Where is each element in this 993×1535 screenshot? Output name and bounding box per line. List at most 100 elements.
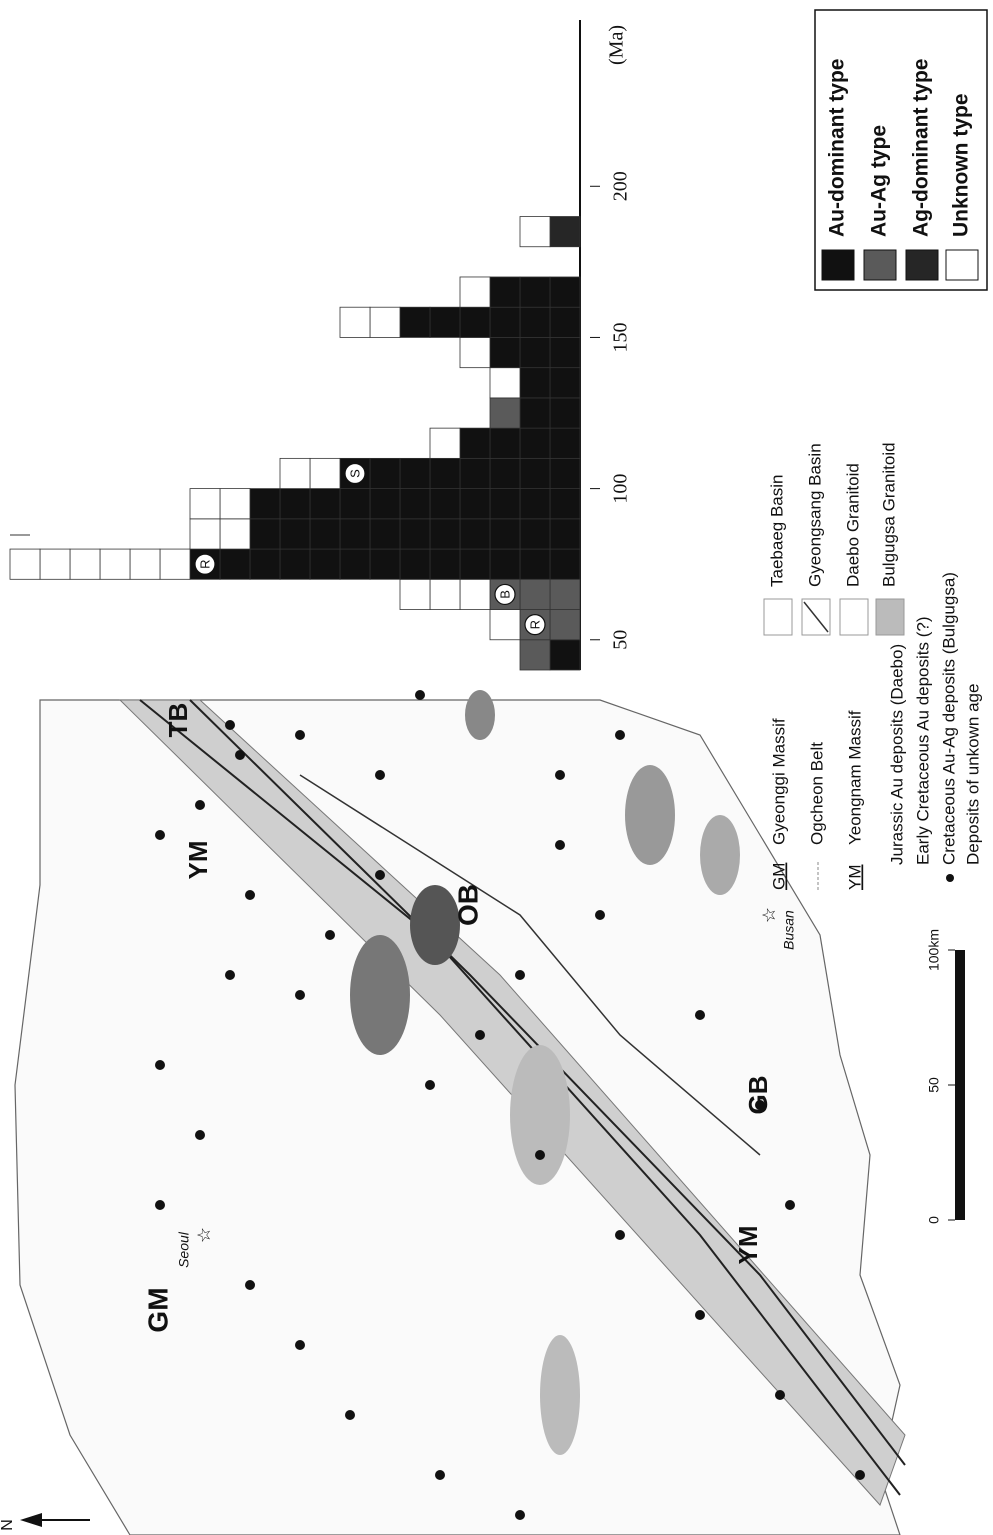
histogram-square: [519, 276, 551, 308]
histogram-square: [519, 367, 551, 399]
deposit-dot: [155, 1060, 165, 1070]
rock-hatch: [803, 601, 829, 633]
histogram-square: [459, 578, 491, 610]
deposit-dot: [775, 1390, 785, 1400]
histogram-square: [429, 427, 461, 459]
histogram-square: [339, 518, 371, 550]
unit-name: Gyeonggi Massif: [769, 718, 788, 845]
deposit-dot: [475, 1030, 485, 1040]
deposit-bullet: [946, 874, 954, 882]
histogram-square: [129, 548, 161, 580]
histogram-square: [549, 276, 581, 308]
histogram-square: [549, 488, 581, 520]
histogram-square: [549, 306, 581, 338]
deposit-dot: [155, 830, 165, 840]
scale-label: 50: [926, 1077, 942, 1093]
histogram-square: [489, 306, 521, 338]
histogram-square: [489, 337, 521, 369]
histogram-square: [489, 548, 521, 580]
map-label: OB: [452, 884, 483, 926]
map-label: GM: [142, 1287, 173, 1332]
legend-swatch: [863, 249, 897, 281]
x-tick-label: 100: [610, 474, 632, 504]
fault: [299, 774, 761, 1156]
legend-swatch: [945, 249, 979, 281]
deposit-dot: [225, 720, 235, 730]
histogram-square: [219, 488, 251, 520]
unit-name: Ogcheon Belt: [807, 742, 826, 845]
deposit-dot: [515, 970, 525, 980]
land-outline: [14, 699, 901, 1535]
deposit-dot: [325, 930, 335, 940]
histogram-square: [519, 639, 551, 671]
granitoid: [510, 1045, 570, 1185]
marker-circle: [524, 614, 546, 636]
histogram-square: [519, 457, 551, 490]
map-label: GB: [743, 1076, 773, 1115]
deposit-dot: [345, 1410, 355, 1420]
histogram-square: [519, 337, 551, 369]
rock-swatch: [875, 598, 905, 636]
deposit-dot: [375, 870, 385, 880]
histogram-square: [429, 488, 461, 520]
histogram-square: [399, 548, 431, 580]
rock-swatch: [763, 598, 793, 636]
histogram-square: [489, 488, 521, 520]
histogram-square: [429, 548, 461, 580]
histogram-square: [519, 518, 551, 550]
deposit-dot: [155, 1200, 165, 1210]
deposit-dot: [295, 990, 305, 1000]
legend-label: Au-Ag type: [868, 125, 891, 237]
histogram-square: [399, 518, 431, 550]
x-tick-label: 50: [610, 630, 632, 650]
histogram-square: [459, 548, 491, 580]
scale-label: 100km: [926, 929, 942, 971]
legend-label: Ag-dominant type: [910, 59, 933, 238]
map-label: YM: [183, 841, 213, 880]
granitoid: [465, 690, 495, 740]
deposit-dot: [555, 840, 565, 850]
rock-swatch: [839, 598, 869, 636]
map-label: Seoul: [176, 1231, 192, 1268]
histogram-square: [249, 488, 281, 520]
histogram-square: [249, 518, 281, 550]
histogram-square: [489, 397, 521, 429]
north-arrowhead: [20, 1513, 42, 1527]
deposit-dot: [695, 1010, 705, 1020]
histogram-square: [549, 367, 581, 399]
deposit-dot: [855, 1470, 865, 1480]
legend-swatch: [905, 249, 939, 281]
histogram-square: [249, 548, 281, 580]
histogram-square: [279, 548, 311, 580]
scale-label: 0: [926, 1216, 942, 1224]
granitoid: [625, 765, 675, 865]
map-label: Busan: [781, 910, 797, 950]
histogram-square: [549, 639, 581, 671]
unit-code: GM: [769, 863, 788, 890]
legend-box: [814, 9, 988, 291]
map-label: TB: [163, 703, 193, 738]
histogram-square: [9, 548, 41, 580]
histogram-square: [489, 457, 521, 490]
marker-label: R: [527, 620, 542, 629]
histogram-square: [279, 488, 311, 520]
histogram-square: [99, 548, 131, 580]
histogram-square: [519, 306, 551, 338]
deposit-dot: [245, 1280, 255, 1290]
deposit-dot: [375, 770, 385, 780]
histogram-square: [309, 488, 341, 520]
deposit-dot: [295, 730, 305, 740]
histogram-square: [429, 457, 461, 490]
deposit-dot: [245, 890, 255, 900]
unit-name: Yeongnam Massif: [845, 710, 864, 845]
rock-label: Daebo Granitoid: [843, 463, 862, 587]
legend-label: Au-dominant type: [826, 59, 849, 238]
histogram-square: [519, 548, 551, 580]
deposit-dot: [195, 1130, 205, 1140]
histogram-square: [309, 548, 341, 580]
deposit-label: Deposits of unkown age: [963, 684, 982, 865]
histogram-square: [459, 276, 491, 308]
deposit-dot: [785, 1200, 795, 1210]
histogram-square: [429, 518, 461, 550]
